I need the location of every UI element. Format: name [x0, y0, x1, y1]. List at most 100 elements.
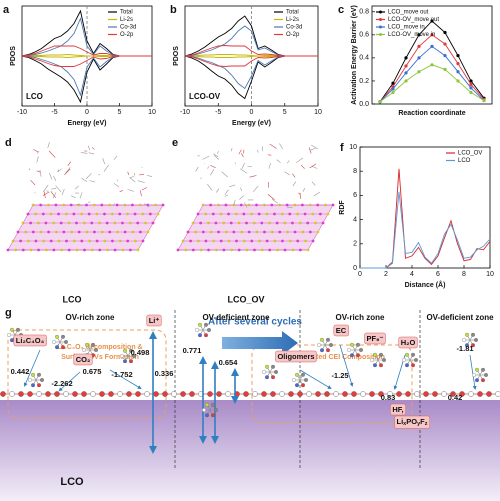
molecule-bond — [30, 180, 36, 186]
molecule-bond — [130, 175, 135, 178]
y-axis-label: Activation Energy Barrier (eV) — [351, 5, 358, 105]
molecule-bond — [221, 171, 228, 178]
molecule-bond — [300, 164, 305, 169]
molecule-atom — [475, 378, 479, 383]
surface-atom — [342, 391, 348, 397]
molecule-bond — [61, 188, 65, 195]
molecule-atom — [414, 358, 418, 362]
molecule-atom — [262, 370, 266, 374]
molecule-bond — [67, 161, 71, 167]
y-tick-label: 2 — [353, 241, 357, 248]
y-tick-label: 0.6 — [359, 32, 369, 39]
molecule-bond — [65, 167, 71, 174]
x-axis-label: Energy (eV) — [232, 120, 271, 127]
molecule-bond — [119, 190, 123, 192]
marker — [456, 70, 460, 74]
molecule-bond — [247, 165, 252, 168]
x-tick-label: -10 — [17, 109, 27, 116]
molecule-atom — [405, 363, 409, 368]
molecule-atom — [214, 408, 218, 412]
molecule-atom — [274, 370, 278, 374]
marker — [469, 79, 473, 83]
atom — [311, 239, 315, 243]
molecule-bond — [57, 168, 62, 173]
panel-letter: b — [170, 4, 177, 16]
molecule-bond — [268, 162, 271, 169]
molecule-atom — [52, 340, 56, 344]
marker — [404, 64, 408, 68]
molecule-bond — [302, 188, 306, 192]
surface-atom — [108, 391, 114, 397]
molecule-bond — [113, 183, 120, 188]
molecule-atom — [356, 342, 360, 347]
molecule-bond — [200, 177, 202, 179]
legend-label: Li-2s — [120, 17, 133, 23]
structure-label: LCO_OV — [227, 294, 264, 304]
molecule-bond — [241, 153, 244, 158]
legend-label: O-2p — [286, 32, 300, 38]
molecule-atom — [350, 342, 354, 347]
molecule-atom — [350, 353, 354, 358]
marker — [417, 44, 421, 48]
molecule-atom — [204, 333, 208, 338]
molecule-bond — [141, 187, 147, 191]
atom — [44, 248, 48, 252]
marker — [430, 44, 434, 48]
atom — [331, 203, 335, 207]
surface-atom — [153, 391, 159, 397]
molecule-bond — [210, 168, 215, 176]
legend-label: LCO_OV — [458, 151, 482, 157]
molecule-bond — [28, 168, 31, 170]
surface-atom — [144, 391, 150, 397]
molecule-atom — [474, 338, 478, 342]
molecule-bond — [249, 175, 257, 178]
legend-label: Co-3d — [286, 25, 302, 31]
molecule-bond — [233, 199, 236, 206]
molecule-bond — [146, 175, 153, 177]
surface-atom — [279, 391, 285, 397]
marker — [456, 62, 460, 66]
molecule-atom — [326, 348, 330, 353]
molecule-atom — [411, 363, 415, 368]
species-box — [364, 332, 386, 345]
surface-atom — [450, 391, 456, 397]
molecule-atom — [472, 373, 476, 377]
species-box — [333, 324, 350, 337]
molecule-bond — [226, 189, 229, 192]
surface-atom — [252, 391, 258, 397]
surface-atom — [333, 391, 339, 397]
panel-g-texts: g d e LCO LCO_OV After several cycles Li… — [5, 137, 385, 488]
molecule-bond — [87, 201, 91, 203]
molecule-bond — [313, 191, 321, 197]
surface-atom — [486, 391, 492, 397]
surface-atom — [135, 391, 141, 397]
atom — [146, 230, 150, 234]
molecule-bond — [36, 156, 39, 163]
molecule-bond — [127, 189, 134, 192]
zone-label: OV-deficient zone — [202, 313, 270, 322]
surface-atom — [171, 391, 177, 397]
molecule-bond — [215, 188, 220, 193]
molecule-atom — [123, 348, 127, 353]
legend-label: LCO_move in — [388, 25, 425, 31]
atom — [306, 248, 310, 252]
formula-part: x — [403, 421, 407, 427]
surface-atom — [423, 391, 429, 397]
molecule-bond — [46, 190, 50, 193]
molecule-bond — [228, 184, 236, 188]
molecule-bond — [43, 184, 49, 192]
slab — [177, 204, 334, 251]
marker — [469, 86, 473, 90]
energy-value: -1.752 — [111, 370, 132, 379]
x-tick-label: 5 — [118, 109, 122, 116]
species-label: Li⁺ — [149, 316, 160, 325]
molecule-atom — [301, 383, 305, 388]
molecule-atom — [320, 337, 324, 342]
marker — [482, 98, 486, 103]
marker — [443, 67, 447, 72]
molecule-bond — [284, 171, 290, 176]
surface-atom — [369, 391, 375, 397]
molecule-atom — [471, 343, 475, 348]
molecule-atom — [82, 348, 86, 352]
